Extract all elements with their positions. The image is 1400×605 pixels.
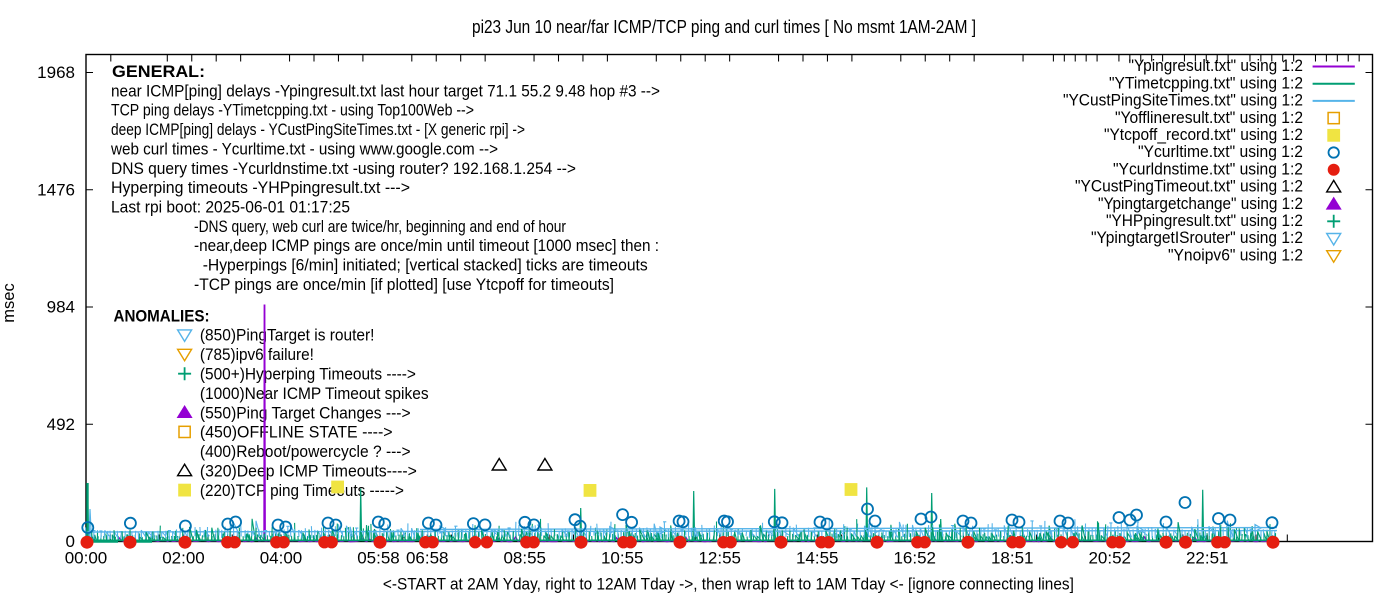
svg-text:"Ypingresult.txt" using 1:2: "Ypingresult.txt" using 1:2 [1129,57,1304,75]
svg-text:(320)Deep ICMP Timeouts---->: (320)Deep ICMP Timeouts----> [200,463,417,481]
svg-text:deep ICMP[ping] delays - YCust: deep ICMP[ping] delays - YCustPingSiteTi… [111,121,525,139]
svg-text:(550)Ping Target Changes --->: (550)Ping Target Changes ---> [200,404,411,422]
svg-text:18:51: 18:51 [991,549,1034,568]
svg-text:(450)OFFLINE STATE ---->: (450)OFFLINE STATE ----> [200,424,393,442]
svg-text:(500+)Hyperping Timeouts ---->: (500+)Hyperping Timeouts ----> [200,366,416,384]
svg-text:16:52: 16:52 [893,549,936,568]
svg-text:22:51: 22:51 [1186,549,1229,568]
svg-text:-near,deep ICMP pings are once: -near,deep ICMP pings are once/min until… [194,237,659,255]
svg-text:"YCustPingSiteTimes.txt" using: "YCustPingSiteTimes.txt" using 1:2 [1063,92,1303,110]
svg-text:(1000)Near ICMP Timeout spikes: (1000)Near ICMP Timeout spikes [200,385,429,403]
svg-text:near ICMP[ping] delays -Ypingr: near ICMP[ping] delays -Ypingresult.txt … [111,82,660,100]
svg-text:14:55: 14:55 [796,549,839,568]
svg-text:02:00: 02:00 [162,549,205,568]
svg-text:"YHPpingresult.txt" using 1:2: "YHPpingresult.txt" using 1:2 [1106,212,1303,230]
svg-text:(785)ipv6 failure!: (785)ipv6 failure! [200,346,314,364]
svg-text:ANOMALIES:: ANOMALIES: [114,307,210,325]
svg-text:msec: msec [0,283,18,322]
svg-text:(850)PingTarget is router!: (850)PingTarget is router! [200,327,375,345]
svg-text:492: 492 [47,415,75,434]
svg-text:(400)Reboot/powercycle ? --->: (400)Reboot/powercycle ? ---> [200,443,411,461]
svg-text:TCP ping delays -YTimetcpping.: TCP ping delays -YTimetcpping.txt - usin… [111,102,474,120]
svg-text:Hyperping timeouts -YHPpingres: Hyperping timeouts -YHPpingresult.txt --… [111,179,410,197]
svg-text:20:52: 20:52 [1088,549,1131,568]
svg-text:"Ycurldnstime.txt" using 1:2: "Ycurldnstime.txt" using 1:2 [1113,160,1303,178]
svg-text:08:55: 08:55 [503,549,546,568]
svg-text:"Ytcpoff_record.txt" using 1:2: "Ytcpoff_record.txt" using 1:2 [1104,126,1303,144]
svg-text:"YCustPingTimeout.txt" using 1: "YCustPingTimeout.txt" using 1:2 [1075,178,1303,196]
svg-text:DNS query times -Ycurldnstime.: DNS query times -Ycurldnstime.txt -using… [111,160,576,178]
svg-text:web curl times - Ycurltime.txt: web curl times - Ycurltime.txt - using w… [110,140,498,158]
svg-text:0: 0 [66,532,75,551]
svg-text:pi23 Jun 10 near/far ICMP/TCP: pi23 Jun 10 near/far ICMP/TCP ping and c… [472,17,976,37]
svg-text:12:55: 12:55 [698,549,741,568]
svg-text:-TCP pings are once/min [if pl: -TCP pings are once/min [if plotted] [us… [194,276,614,294]
svg-text:"Yofflineresult.txt" using 1:2: "Yofflineresult.txt" using 1:2 [1115,109,1303,127]
svg-text:04:00: 04:00 [260,549,303,568]
svg-text:"Ycurltime.txt" using 1:2: "Ycurltime.txt" using 1:2 [1138,143,1303,161]
svg-text:"YpingtargetISrouter" using 1:: "YpingtargetISrouter" using 1:2 [1091,229,1303,247]
svg-text:GENERAL:: GENERAL: [112,63,205,81]
svg-text:10:55: 10:55 [601,549,644,568]
svg-text:<-START at 2AM Yday, right to: <-START at 2AM Yday, right to 12AM Tday … [383,576,1074,594]
svg-text:1968: 1968 [37,63,75,82]
svg-text:00:00: 00:00 [65,549,108,568]
svg-text:"YTimetcpping.txt" using 1:2: "YTimetcpping.txt" using 1:2 [1109,74,1303,92]
svg-text:Last rpi boot: 2025-06-01 01:1: Last rpi boot: 2025-06-01 01:17:25 [111,199,350,217]
svg-text:-DNS query, web curl are twice: -DNS query, web curl are twice/hr, begin… [194,218,566,236]
svg-text:984: 984 [47,298,75,317]
svg-text:-Hyperpings [6/min] initiated;: -Hyperpings [6/min] initiated; [vertical… [203,257,648,275]
svg-text:05:58: 05:58 [357,549,400,568]
svg-text:"Ypingtargetchange" using 1:2: "Ypingtargetchange" using 1:2 [1098,195,1303,213]
svg-text:06:58: 06:58 [406,549,449,568]
svg-text:1476: 1476 [37,180,75,199]
svg-text:"Ynoipv6" using 1:2: "Ynoipv6" using 1:2 [1168,246,1303,264]
svg-text:(220)TCP ping Timeouts ----->: (220)TCP ping Timeouts -----> [200,482,404,500]
